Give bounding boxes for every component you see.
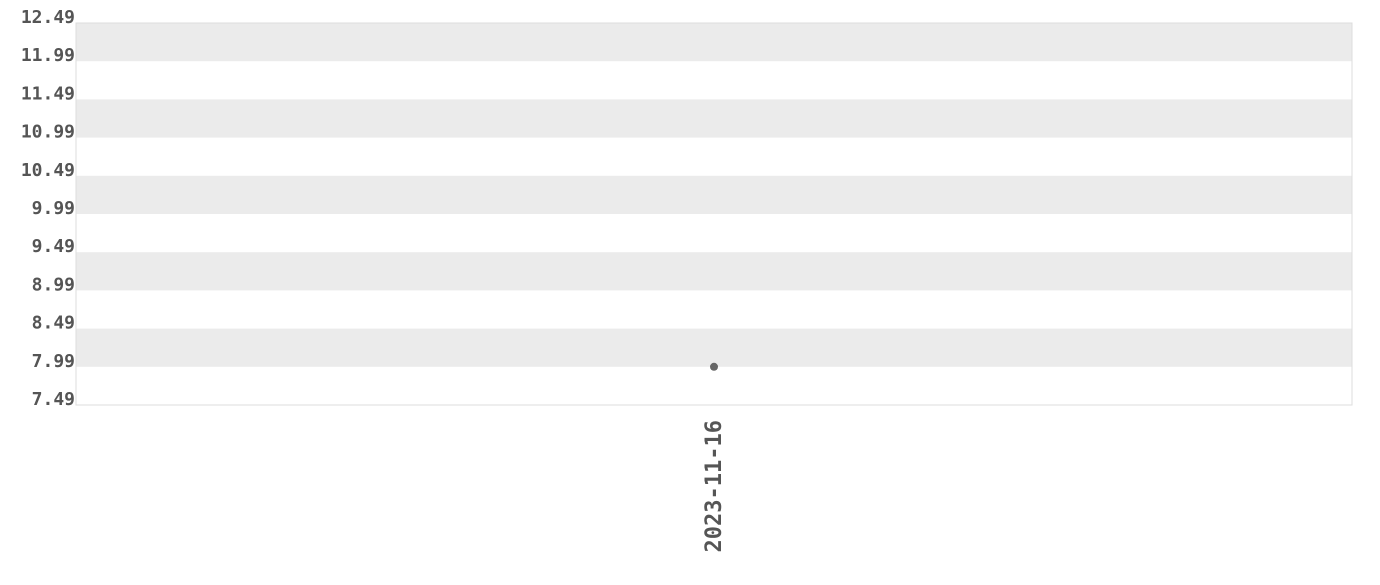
y-tick-label: 12.49 xyxy=(21,7,75,28)
y-tick-label: 7.49 xyxy=(32,389,75,410)
y-tick-label: 7.99 xyxy=(32,351,75,372)
grid-band xyxy=(76,175,1352,214)
data-point xyxy=(710,362,718,371)
y-tick-label: 11.49 xyxy=(21,83,75,104)
y-tick-label: 9.99 xyxy=(32,198,75,219)
y-tick-label: 8.99 xyxy=(32,274,75,295)
y-tick-label: 8.49 xyxy=(32,313,75,334)
grid-band xyxy=(76,99,1352,138)
y-tick-label: 10.99 xyxy=(21,122,75,143)
grid-band xyxy=(76,328,1352,367)
y-tick-label: 9.49 xyxy=(32,236,75,257)
plot-frame xyxy=(75,22,1353,406)
x-axis: 2023-11-16 xyxy=(702,420,727,552)
grid-bands xyxy=(76,23,1352,367)
y-tick-label: 10.49 xyxy=(21,160,75,181)
y-axis: 12.49 11.99 11.49 10.99 10.49 9.99 9.49 8.99 8.4… xyxy=(21,7,75,410)
data-points xyxy=(710,362,718,371)
grid-band xyxy=(76,252,1352,291)
y-tick-label: 11.99 xyxy=(21,45,75,66)
x-tick-label: 2023-11-16 xyxy=(702,420,727,552)
grid-band xyxy=(76,23,1352,62)
